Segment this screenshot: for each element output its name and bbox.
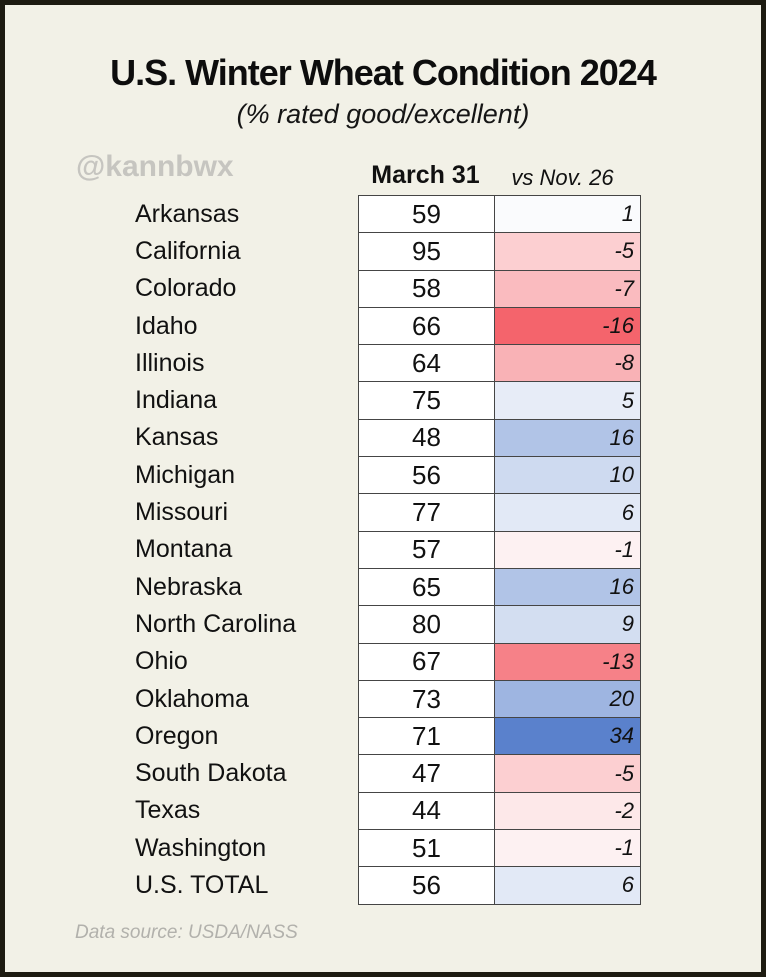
value-cell: 56 bbox=[358, 866, 495, 905]
table-row: Washington 51 -1 bbox=[135, 829, 641, 868]
state-name: Michigan bbox=[135, 460, 236, 489]
state-name: North Carolina bbox=[135, 609, 297, 638]
change-cell: 9 bbox=[494, 605, 641, 644]
state-name: Indiana bbox=[135, 386, 218, 415]
change-cell: -13 bbox=[494, 642, 641, 681]
change-cell: -1 bbox=[494, 530, 641, 569]
change-cell: 10 bbox=[494, 456, 641, 495]
change-cell: -8 bbox=[494, 344, 641, 383]
state-name: Kansas bbox=[135, 423, 219, 452]
table-row: Michigan 56 10 bbox=[135, 456, 641, 495]
column-header-march-31: March 31 bbox=[371, 161, 480, 189]
change-cell: -5 bbox=[494, 232, 641, 271]
value-cell: 80 bbox=[358, 605, 495, 644]
column-header-vs-nov-26: vs Nov. 26 bbox=[511, 165, 614, 190]
change-cell: 16 bbox=[494, 567, 641, 607]
change-cell: 34 bbox=[494, 717, 641, 756]
change-cell: 6 bbox=[494, 866, 641, 905]
state-name: California bbox=[135, 236, 241, 265]
state-name: Texas bbox=[135, 796, 201, 825]
state-name: U.S. TOTAL bbox=[135, 870, 269, 899]
change-cell: -5 bbox=[494, 754, 641, 793]
change-cell: -1 bbox=[494, 829, 641, 868]
value-cell: 75 bbox=[358, 381, 495, 420]
table-row: South Dakota 47 -5 bbox=[135, 754, 641, 793]
state-name: South Dakota bbox=[135, 759, 287, 788]
value-cell: 77 bbox=[358, 493, 495, 532]
value-cell: 95 bbox=[358, 232, 495, 271]
table-row: Missouri 77 6 bbox=[135, 493, 641, 532]
change-cell: 6 bbox=[494, 493, 641, 532]
change-cell: -2 bbox=[494, 791, 641, 831]
table-row: Arkansas 59 1 bbox=[135, 194, 641, 234]
watermark-handle: @kannbwx bbox=[76, 150, 234, 183]
state-name: Arkansas bbox=[135, 199, 240, 228]
table-row: Indiana 75 5 bbox=[135, 381, 641, 420]
page-title: U.S. Winter Wheat Condition 2024 bbox=[110, 52, 657, 93]
state-name: Ohio bbox=[135, 647, 188, 676]
value-cell: 66 bbox=[358, 306, 495, 346]
state-name: Colorado bbox=[135, 274, 237, 303]
state-name: Missouri bbox=[135, 498, 229, 527]
value-cell: 65 bbox=[358, 567, 495, 607]
table-row: Montana 57 -1 bbox=[135, 530, 641, 569]
value-cell: 47 bbox=[358, 754, 495, 793]
value-cell: 71 bbox=[358, 717, 495, 756]
table-row: Colorado 58 -7 bbox=[135, 269, 641, 308]
state-name: Montana bbox=[135, 535, 233, 564]
state-name: Idaho bbox=[135, 311, 198, 340]
condition-table: Arkansas 59 1 California 95 -5 Colorado 58 -7 Ida… bbox=[135, 194, 641, 905]
value-cell: 51 bbox=[358, 829, 495, 868]
change-cell: 1 bbox=[494, 194, 641, 234]
table-row: Idaho 66 -16 bbox=[135, 306, 641, 346]
table-row: California 95 -5 bbox=[135, 232, 641, 271]
table-row: Oregon 71 34 bbox=[135, 717, 641, 756]
value-cell: 67 bbox=[358, 642, 495, 681]
value-cell: 64 bbox=[358, 344, 495, 383]
state-name: Oklahoma bbox=[135, 684, 249, 713]
state-name: Nebraska bbox=[135, 572, 242, 601]
table-row: Ohio 67 -13 bbox=[135, 642, 641, 681]
value-cell: 48 bbox=[358, 418, 495, 458]
state-name: Illinois bbox=[135, 348, 205, 377]
condition-table-body: Arkansas 59 1 California 95 -5 Colorado 58 -7 Ida… bbox=[135, 194, 641, 905]
change-cell: 5 bbox=[494, 381, 641, 420]
data-source-note: Data source: USDA/NASS bbox=[75, 922, 298, 943]
change-cell: -16 bbox=[494, 306, 641, 346]
value-cell: 56 bbox=[358, 456, 495, 495]
state-name: Oregon bbox=[135, 721, 219, 750]
state-name: Washington bbox=[135, 833, 267, 862]
table-row: North Carolina 80 9 bbox=[135, 605, 641, 644]
table-row: U.S. TOTAL 56 6 bbox=[135, 866, 641, 905]
change-cell: -7 bbox=[494, 269, 641, 308]
value-cell: 44 bbox=[358, 791, 495, 831]
table-row: Texas 44 -2 bbox=[135, 791, 641, 831]
table-row: Illinois 64 -8 bbox=[135, 344, 641, 383]
table-row: Nebraska 65 16 bbox=[135, 567, 641, 607]
change-cell: 16 bbox=[494, 418, 641, 458]
value-cell: 59 bbox=[358, 194, 495, 234]
value-cell: 73 bbox=[358, 679, 495, 719]
value-cell: 58 bbox=[358, 269, 495, 308]
table-row: Kansas 48 16 bbox=[135, 418, 641, 458]
page-subtitle: (% rated good/excellent) bbox=[236, 99, 530, 129]
change-cell: 20 bbox=[494, 679, 641, 719]
table-row: Oklahoma 73 20 bbox=[135, 679, 641, 719]
value-cell: 57 bbox=[358, 530, 495, 569]
